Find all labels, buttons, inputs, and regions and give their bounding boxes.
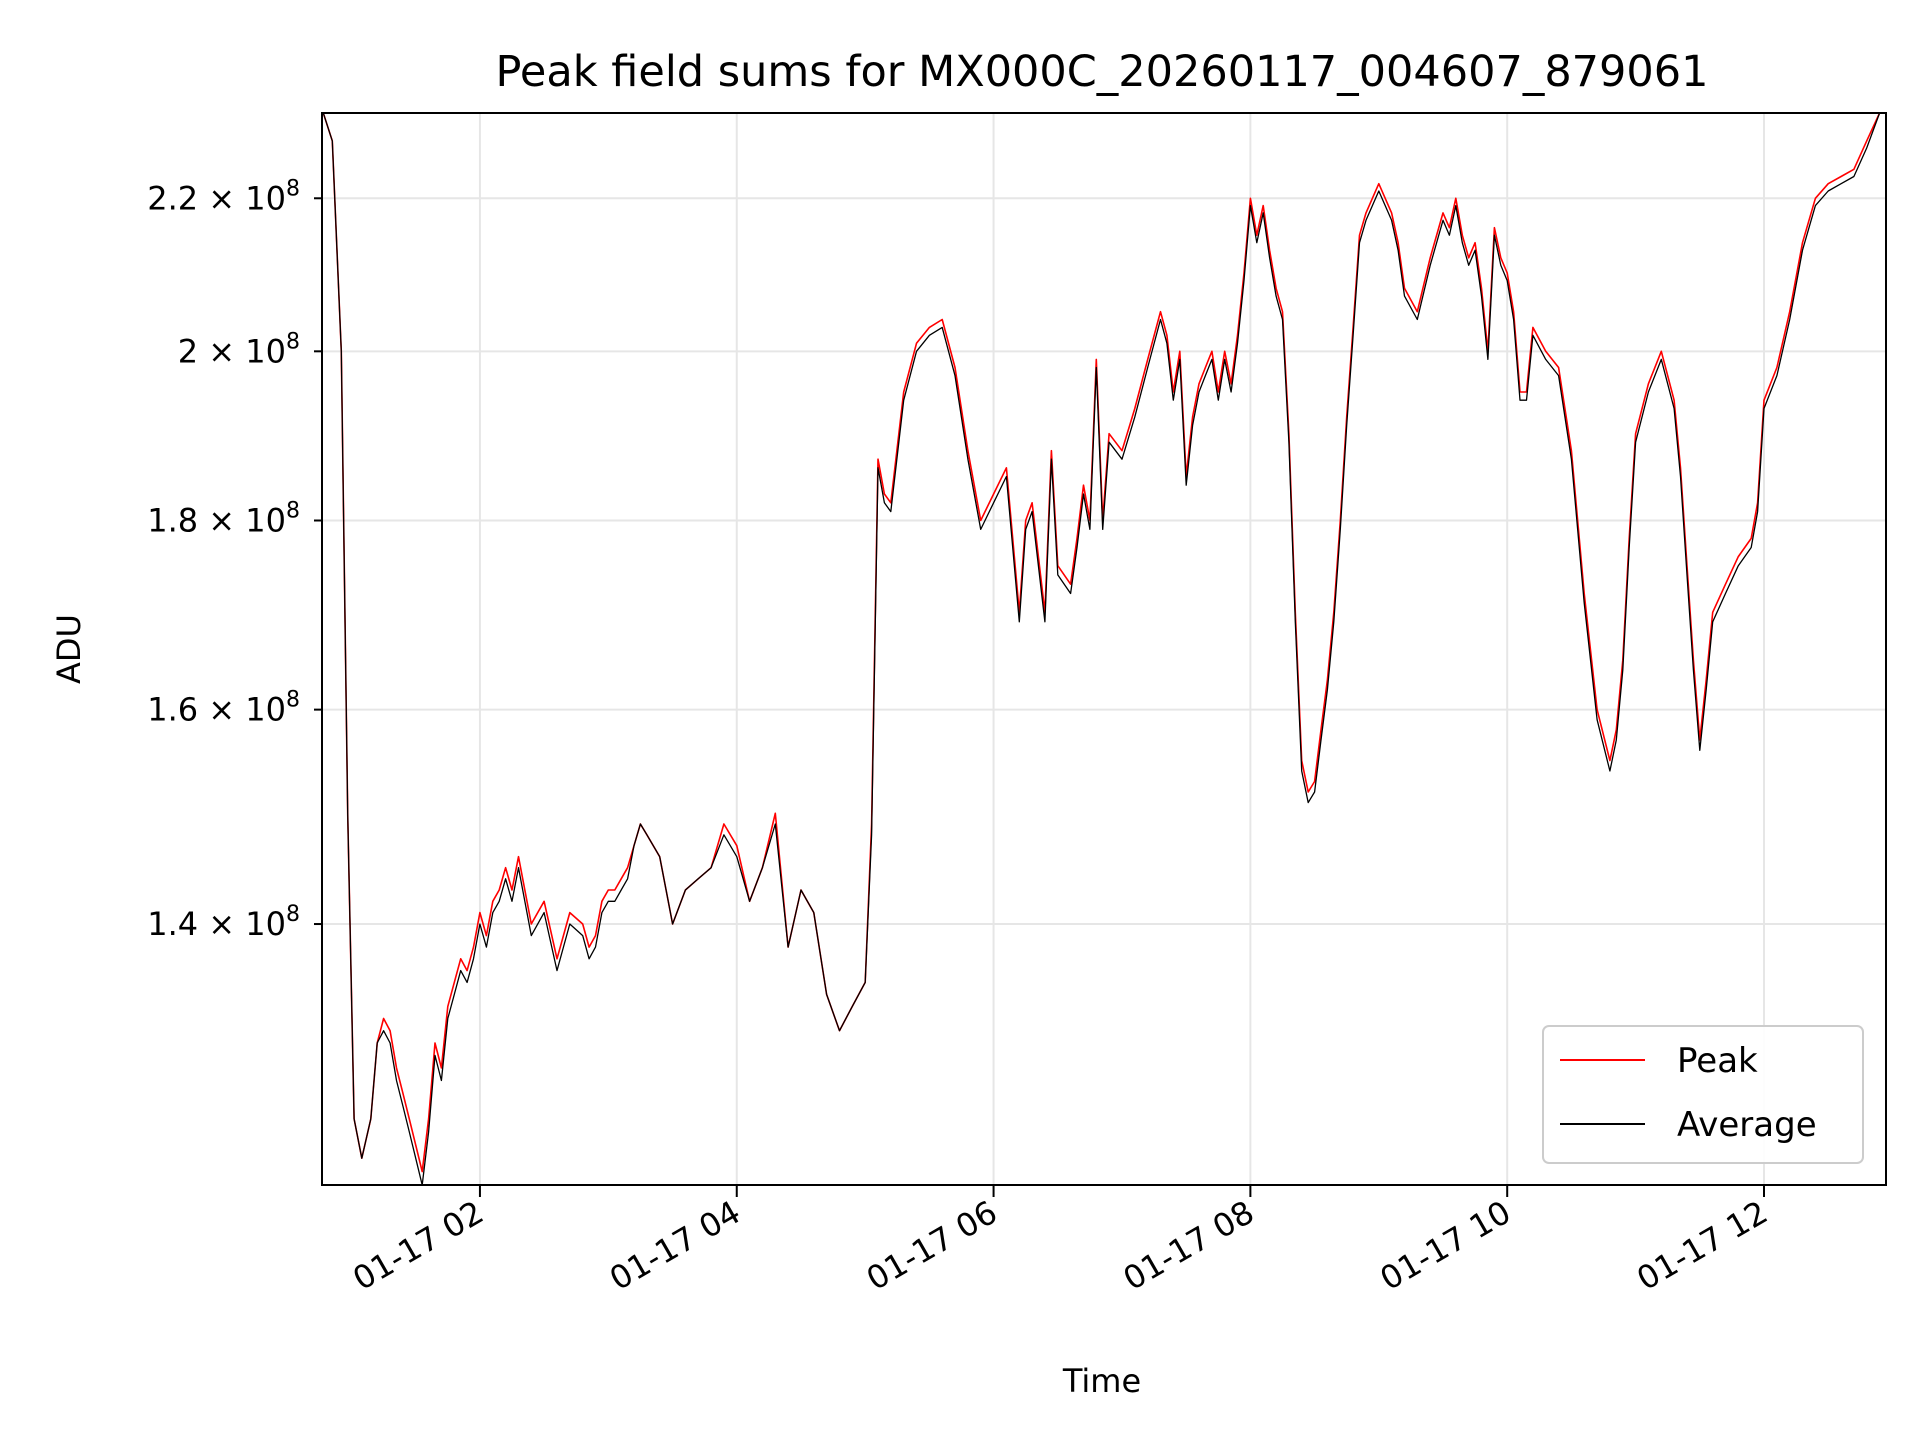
legend-label-peak: Peak	[1677, 1041, 1758, 1081]
series-line-average	[322, 113, 1881, 1185]
y-tick-label: 1.4 × 108	[147, 902, 300, 943]
plot-area	[322, 113, 1881, 1185]
y-tick-label: 2.2 × 108	[147, 176, 300, 217]
y-axis-label: ADU	[50, 614, 88, 684]
y-axis: 1.4 × 108 1.6 × 108 1.8 × 108 2 × 108 2.2 × …	[147, 176, 322, 943]
y-tick-label: 2 × 108	[178, 329, 300, 370]
grid-lines	[322, 113, 1886, 1185]
legend: Peak Average	[1542, 1025, 1864, 1164]
series-line-peak	[322, 113, 1881, 1173]
chart-title: Peak field sums for MX000C_20260117_0046…	[496, 47, 1709, 97]
y-tick-label: 1.6 × 108	[147, 688, 300, 729]
y-tick-label: 1.8 × 108	[147, 499, 300, 540]
legend-label-average: Average	[1677, 1105, 1817, 1145]
x-axis-label: Time	[1062, 1362, 1141, 1400]
axes-frame	[321, 112, 1887, 1186]
